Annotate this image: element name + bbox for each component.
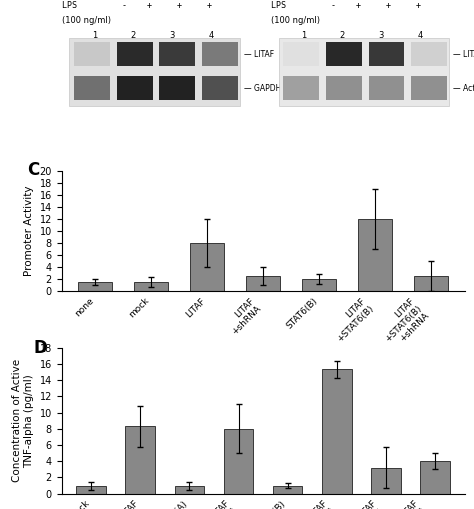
- Bar: [78, 282, 112, 291]
- Text: C: C: [27, 161, 40, 180]
- Bar: [117, 42, 153, 67]
- Bar: [279, 38, 449, 106]
- Bar: [414, 276, 448, 291]
- Text: (100 ng/ml): (100 ng/ml): [271, 16, 320, 25]
- Bar: [326, 76, 362, 100]
- Text: 3: 3: [379, 32, 384, 40]
- Text: 4: 4: [208, 32, 213, 40]
- Bar: [411, 76, 447, 100]
- Bar: [326, 42, 362, 67]
- Y-axis label: Concentration of Active
TNF-alpha (pg/ml): Concentration of Active TNF-alpha (pg/ml…: [12, 359, 34, 482]
- Text: 4: 4: [417, 32, 423, 40]
- Bar: [420, 461, 450, 494]
- Bar: [369, 42, 404, 67]
- Bar: [69, 38, 240, 106]
- Text: — GAPDH: — GAPDH: [244, 84, 281, 93]
- Bar: [126, 427, 155, 494]
- Bar: [302, 279, 336, 291]
- Bar: [273, 486, 302, 494]
- Bar: [283, 42, 319, 67]
- Text: 2: 2: [340, 32, 345, 40]
- Bar: [202, 42, 238, 67]
- Text: 1: 1: [92, 32, 97, 40]
- Text: (100 ng/ml): (100 ng/ml): [62, 16, 110, 25]
- Text: LPS         -    +     +     +: LPS - + + +: [62, 1, 211, 10]
- Bar: [117, 76, 153, 100]
- Bar: [174, 486, 204, 494]
- Text: LPS         -    +     +     +: LPS - + + +: [271, 1, 421, 10]
- Bar: [246, 276, 280, 291]
- Text: 1: 1: [301, 32, 306, 40]
- Bar: [283, 76, 319, 100]
- Bar: [358, 219, 392, 291]
- Bar: [76, 486, 106, 494]
- Bar: [202, 76, 238, 100]
- Bar: [371, 468, 401, 494]
- Bar: [224, 429, 253, 494]
- Bar: [159, 76, 195, 100]
- Bar: [369, 76, 404, 100]
- Bar: [134, 282, 168, 291]
- Bar: [159, 42, 195, 67]
- Bar: [191, 243, 224, 291]
- Text: — LITAF: — LITAF: [453, 50, 474, 59]
- Text: — LITAF: — LITAF: [244, 50, 274, 59]
- Text: 2: 2: [131, 32, 136, 40]
- Bar: [74, 42, 110, 67]
- Bar: [322, 370, 352, 494]
- Bar: [74, 76, 110, 100]
- Text: 3: 3: [169, 32, 175, 40]
- Text: — Actin: — Actin: [453, 84, 474, 93]
- Bar: [411, 42, 447, 67]
- Text: D: D: [33, 339, 47, 357]
- Y-axis label: Promoter Activity: Promoter Activity: [24, 186, 34, 276]
